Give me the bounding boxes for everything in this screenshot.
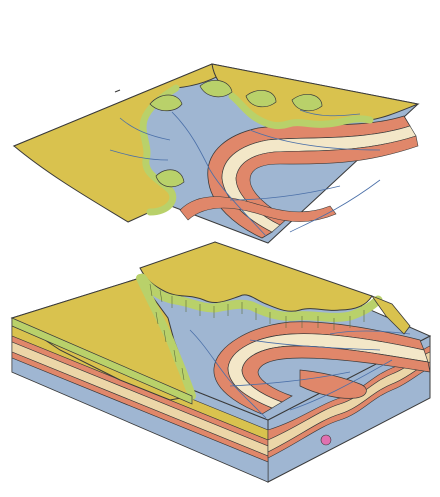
block-streams (189, 329, 411, 419)
back-plateau (139, 241, 373, 312)
pink-outcrop (320, 434, 332, 446)
map-small-mark (114, 89, 121, 93)
cliff-hatching (149, 283, 365, 381)
map-scarp-edge-top (228, 92, 374, 130)
map-lower-red-band (179, 196, 337, 222)
map-red-bed-inner (235, 135, 419, 226)
block-valley-beds (213, 321, 431, 415)
map-scallop-lobes (149, 79, 323, 188)
right-step (370, 295, 411, 335)
map-streams (109, 109, 381, 237)
map-scarp-edge-left (139, 84, 180, 216)
left-slab-front-edge (11, 317, 193, 405)
map-view-panel (12, 63, 420, 244)
left-plateau-cliff (136, 274, 196, 400)
block-diagram-panel (10, 241, 432, 483)
